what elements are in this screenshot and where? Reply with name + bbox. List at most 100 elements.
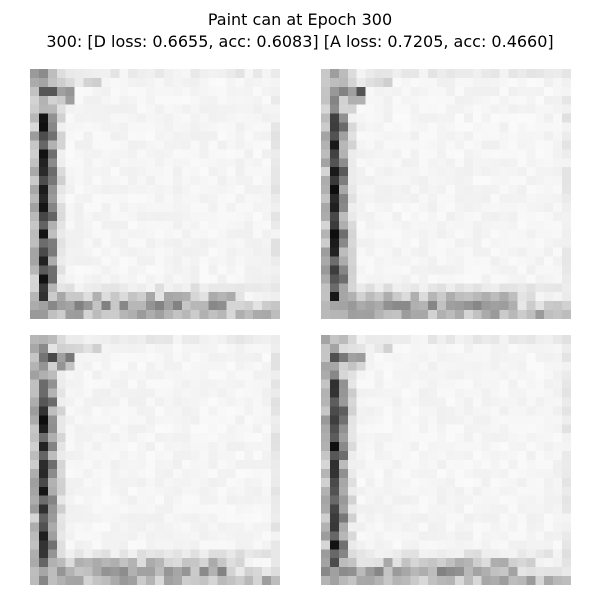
pixel: [38, 433, 49, 443]
pixel: [535, 176, 545, 186]
pixel: [92, 522, 102, 532]
pixel: [562, 424, 571, 434]
pixel: [392, 69, 402, 79]
pixel: [329, 283, 340, 293]
pixel: [419, 265, 429, 275]
pixel: [83, 388, 93, 398]
pixel: [356, 486, 366, 496]
pixel: [110, 486, 120, 496]
pixel: [74, 256, 84, 266]
pixel: [454, 301, 465, 311]
pixel: [199, 292, 209, 302]
pixel: [190, 495, 200, 505]
pixel: [374, 113, 384, 123]
pixel: [38, 185, 49, 195]
pixel: [217, 247, 227, 257]
pixel: [347, 283, 357, 293]
pixel: [146, 433, 156, 443]
pixel: [155, 149, 165, 159]
pixel: [437, 388, 447, 398]
pixel: [110, 104, 120, 114]
pixel: [101, 167, 111, 177]
pixel: [517, 274, 527, 284]
pixel: [137, 256, 147, 266]
pixel: [526, 576, 536, 585]
pixel: [262, 388, 272, 398]
pixel: [383, 531, 393, 541]
pixel: [163, 211, 174, 221]
pixel: [365, 69, 375, 79]
pixel: [30, 352, 40, 362]
pixel: [526, 122, 536, 132]
pixel: [146, 274, 156, 284]
pixel: [419, 131, 429, 141]
pixel: [137, 86, 147, 96]
pixel: [181, 283, 191, 293]
pixel: [101, 131, 111, 141]
pixel: [190, 220, 200, 230]
pixel: [74, 292, 84, 302]
pixel: [374, 486, 384, 496]
pixel: [101, 113, 111, 123]
pixel: [329, 567, 340, 577]
pixel: [83, 292, 93, 302]
pixel: [172, 379, 182, 389]
pixel: [181, 256, 191, 266]
pixel: [56, 95, 66, 105]
pixel: [271, 504, 280, 514]
pixel: [119, 397, 129, 407]
pixel: [137, 77, 147, 88]
pixel: [92, 77, 102, 88]
pixel: [562, 131, 571, 141]
pixel: [401, 424, 411, 434]
pixel: [181, 567, 191, 577]
pixel: [517, 388, 527, 398]
pixel: [217, 113, 227, 123]
pixel: [410, 576, 420, 585]
pixel: [481, 531, 491, 541]
pixel: [172, 513, 182, 523]
pixel: [244, 140, 254, 150]
pixel: [74, 113, 84, 123]
pixel: [110, 301, 120, 311]
pixel: [208, 477, 218, 487]
pixel: [163, 77, 174, 88]
pixel: [383, 495, 393, 505]
pixel: [56, 361, 66, 371]
pixel: [535, 238, 545, 248]
pixel: [392, 558, 402, 568]
pixel: [235, 451, 245, 461]
pixel: [535, 69, 545, 79]
pixel: [30, 167, 40, 177]
pixel: [526, 176, 536, 186]
pixel: [499, 406, 509, 416]
pixel: [30, 335, 40, 345]
pixel: [199, 238, 209, 248]
pixel: [535, 292, 545, 302]
pixel: [146, 211, 156, 221]
pixel: [262, 185, 272, 195]
pixel: [83, 495, 93, 505]
pixel: [101, 77, 111, 88]
pixel: [356, 77, 366, 88]
pixel: [190, 158, 200, 168]
pixel: [321, 211, 331, 221]
pixel: [253, 122, 263, 132]
pixel: [271, 379, 280, 389]
pixel: [65, 352, 75, 362]
pixel: [208, 397, 218, 407]
pixel: [374, 352, 384, 362]
pixel: [553, 495, 563, 505]
pixel: [508, 238, 518, 248]
pixel: [562, 504, 571, 514]
pixel: [472, 256, 482, 266]
pixel: [428, 95, 438, 105]
pixel: [499, 352, 509, 362]
pixel: [481, 522, 491, 532]
pixel: [517, 256, 527, 266]
pixel: [56, 522, 66, 532]
pixel: [163, 424, 174, 434]
pixel: [155, 131, 165, 141]
pixel: [338, 576, 348, 585]
pixel: [517, 522, 527, 532]
